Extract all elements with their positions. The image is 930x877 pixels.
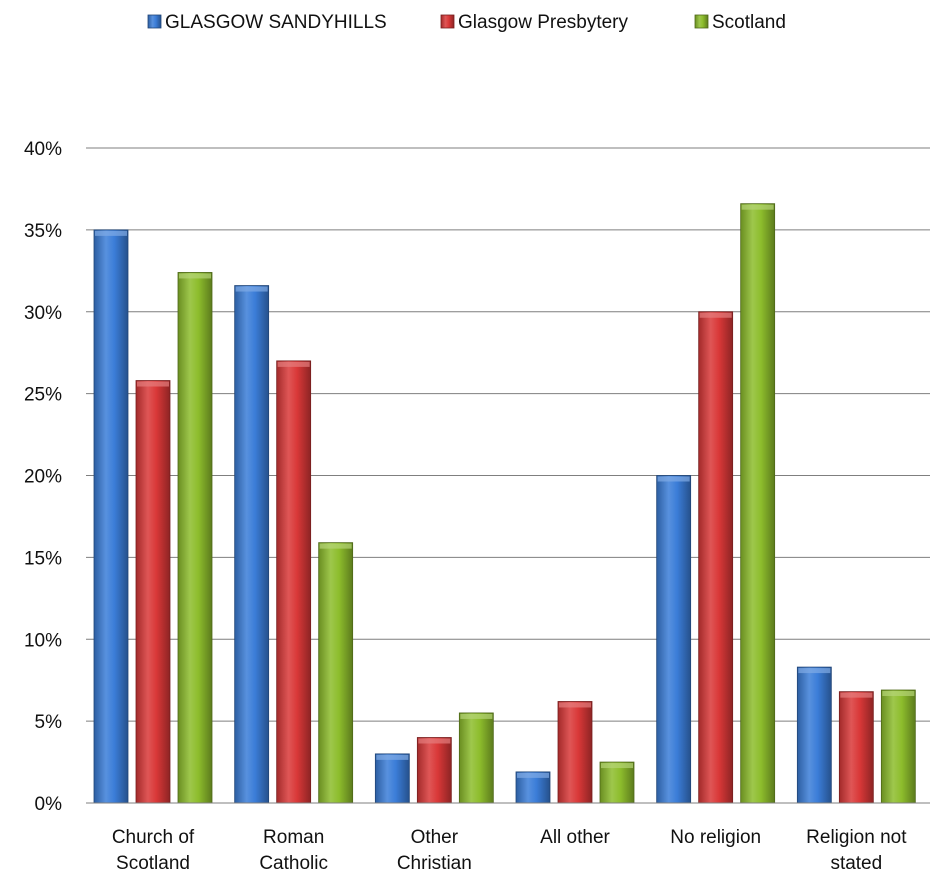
bar-glasgow-presbytery — [838, 691, 874, 804]
bar-cap — [517, 772, 549, 778]
bar-cap — [601, 763, 633, 769]
bar-glasgow-presbytery — [276, 360, 312, 804]
bar-cap — [699, 312, 732, 318]
y-tick-label: 40% — [24, 139, 62, 160]
y-tick-label: 10% — [24, 630, 62, 651]
bar-scotland — [599, 761, 635, 804]
legend: GLASGOW SANDYHILLS Glasgow Presbytery Scot… — [147, 12, 786, 33]
category-label: All other — [540, 827, 610, 848]
bar-glasgow-sandyhills — [796, 666, 832, 804]
legend-label: Glasgow Presbytery — [458, 12, 629, 33]
category-label: Other Christian — [397, 827, 472, 874]
bar-cap — [741, 204, 774, 210]
bar-cap — [460, 713, 493, 719]
y-tick-label: 15% — [24, 548, 62, 569]
bar-glasgow-sandyhills — [234, 285, 270, 804]
bar-glasgow-sandyhills — [656, 475, 692, 804]
category-label: Roman Catholic — [259, 827, 328, 874]
bars — [93, 203, 916, 804]
category-label: Church of Scotland — [112, 827, 195, 874]
legend-swatch — [147, 14, 162, 29]
bar-cap — [882, 691, 915, 697]
bar-cap — [376, 754, 409, 760]
y-tick-label: 35% — [24, 221, 62, 242]
bar-scotland — [880, 689, 916, 804]
category-label: Religion not stated — [806, 827, 907, 874]
gridlines — [86, 147, 930, 804]
bar-glasgow-presbytery — [557, 701, 593, 804]
x-axis: Church of Scotland Roman Catholic Other Chris… — [86, 802, 930, 874]
y-axis: 0% 5% 10% 15% 20% 25% 30% 35% 40% — [24, 139, 62, 815]
y-tick-label: 20% — [24, 467, 62, 488]
legend-label: Scotland — [712, 12, 786, 33]
y-tick-label: 30% — [24, 303, 62, 324]
bar-glasgow-sandyhills — [374, 753, 410, 804]
bar-cap — [559, 702, 591, 708]
category-label: No religion — [670, 827, 761, 848]
bar-cap — [179, 273, 211, 279]
bar-cap — [319, 543, 352, 549]
bar-scotland — [740, 203, 776, 804]
legend-swatch — [694, 14, 709, 29]
bar-cap — [418, 738, 451, 744]
bar-glasgow-presbytery — [698, 311, 734, 804]
bar-scotland — [318, 542, 354, 804]
bar-cap — [95, 230, 127, 236]
bar-cap — [798, 668, 831, 674]
bar-glasgow-presbytery — [135, 380, 171, 804]
y-tick-label: 0% — [35, 794, 63, 815]
y-tick-label: 5% — [35, 712, 63, 733]
bar-glasgow-sandyhills — [93, 229, 129, 804]
bar-cap — [137, 381, 169, 387]
bar-glasgow-presbytery — [416, 737, 452, 804]
legend-swatch — [440, 14, 455, 29]
y-tick-label: 25% — [24, 385, 62, 406]
bar-scotland — [458, 712, 494, 804]
legend-label: GLASGOW SANDYHILLS — [165, 12, 387, 33]
bar-cap — [657, 476, 690, 482]
bar-scotland — [177, 272, 213, 804]
bar-cap — [840, 692, 873, 698]
bar-cap — [277, 361, 310, 367]
bar-cap — [235, 286, 268, 292]
